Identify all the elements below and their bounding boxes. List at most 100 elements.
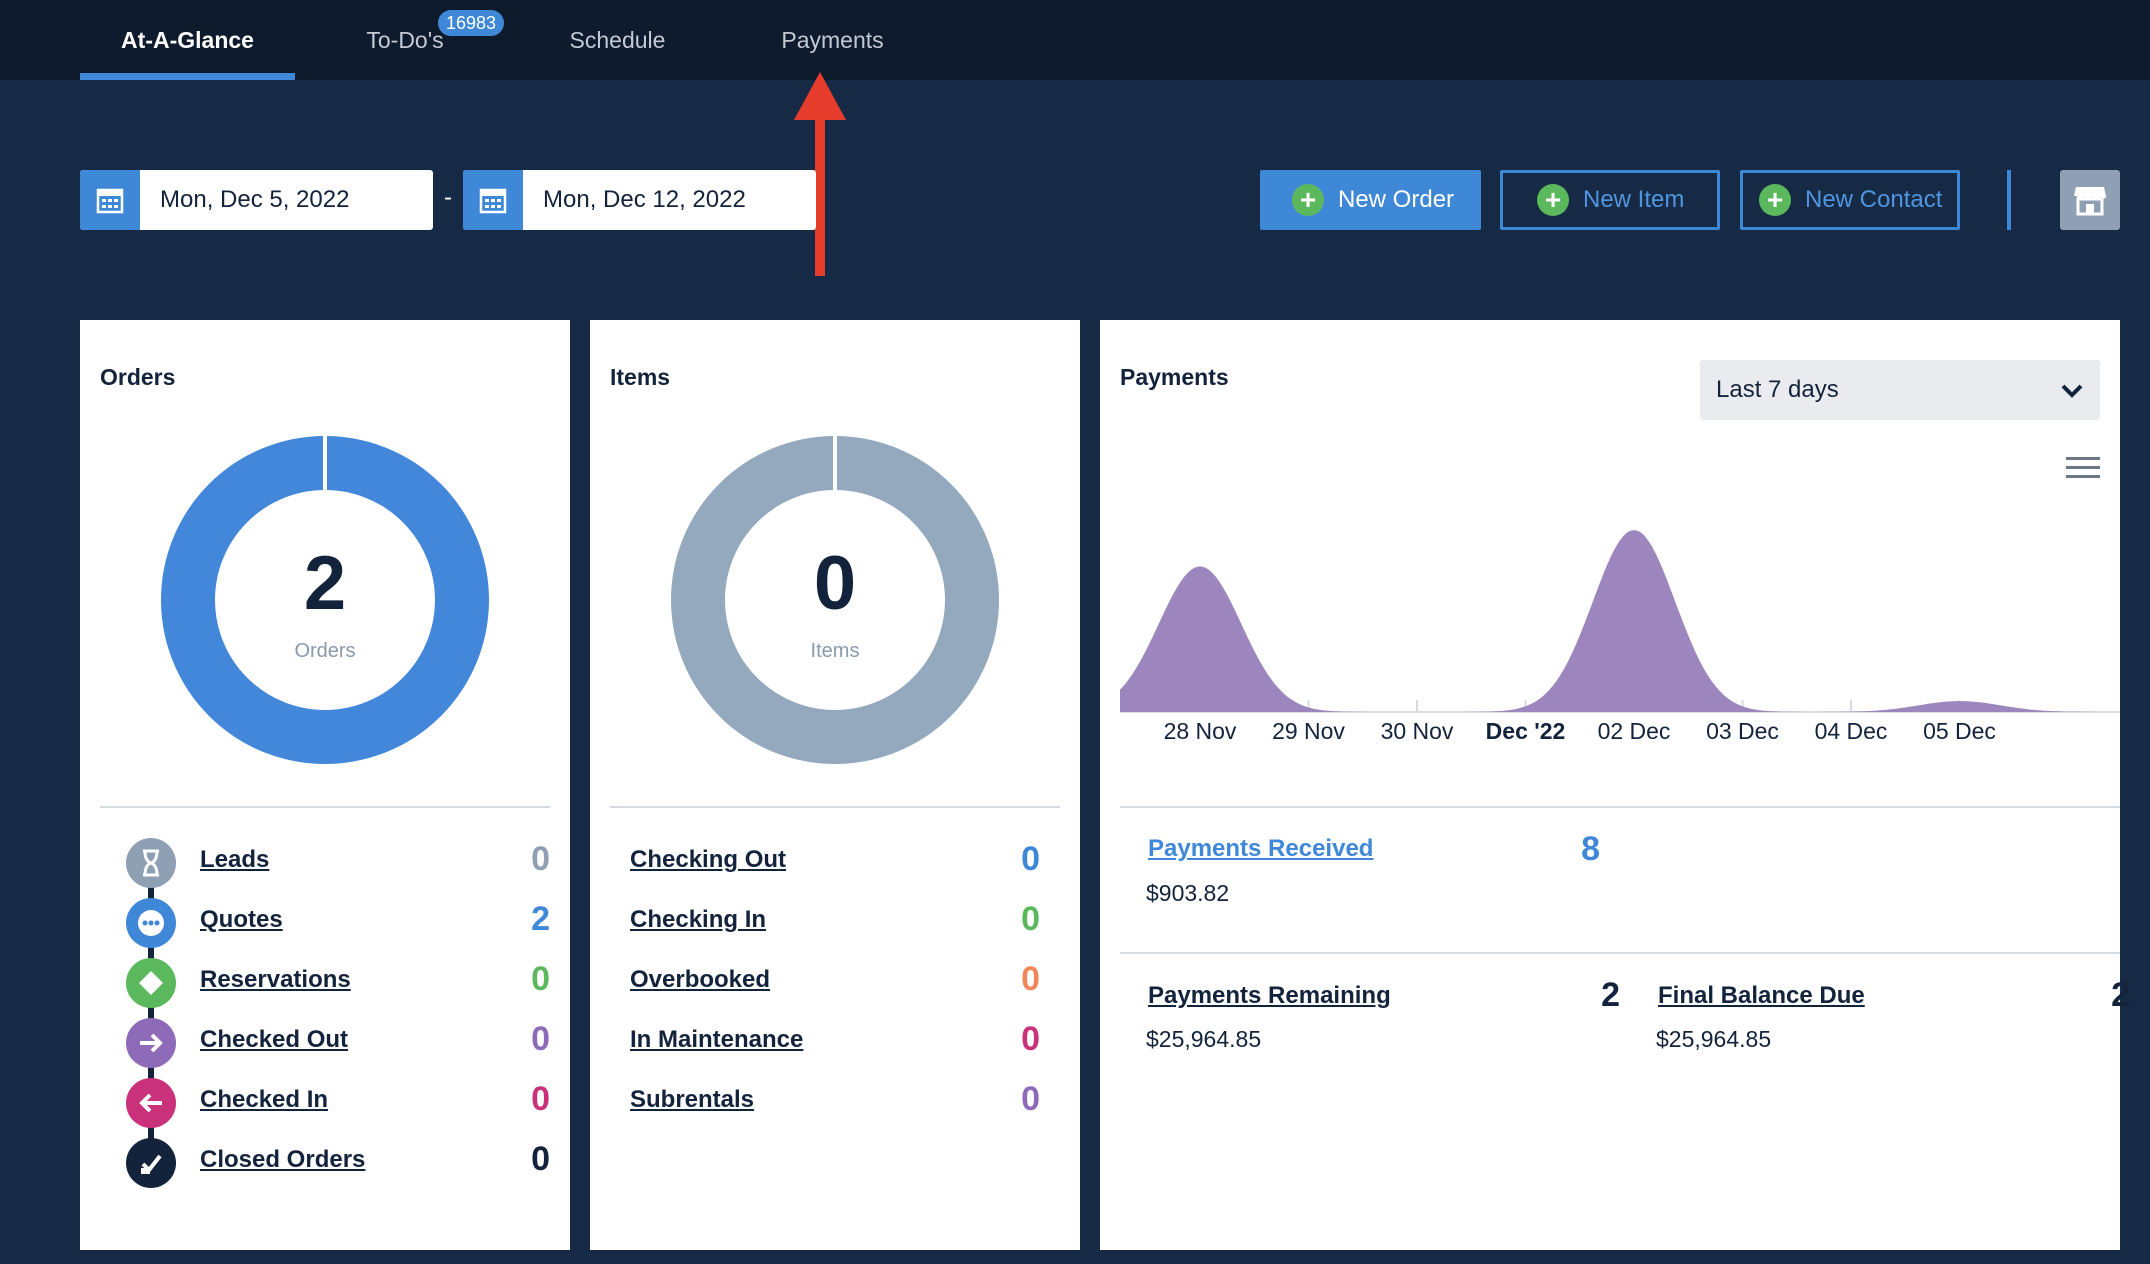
quote-icon bbox=[126, 898, 176, 948]
tab-todos-label: To-Do's bbox=[366, 26, 444, 53]
subrentals-count: 0 bbox=[1021, 1080, 1040, 1118]
new-order-button[interactable]: + New Order bbox=[1260, 170, 1481, 230]
start-date-value[interactable]: Mon, Dec 5, 2022 bbox=[160, 186, 350, 213]
x-tick-label: 30 Nov bbox=[1380, 718, 1454, 744]
payments-area-chart bbox=[1120, 530, 2120, 713]
tab-todos[interactable]: To-Do's bbox=[340, 0, 470, 80]
tab-payments[interactable]: Payments bbox=[781, 26, 884, 53]
leads-count: 0 bbox=[531, 840, 550, 878]
tab-at-a-glance[interactable]: At-A-Glance bbox=[80, 0, 295, 80]
reservations-link[interactable]: Reservations bbox=[200, 966, 351, 993]
checking-in-link[interactable]: Checking In bbox=[630, 906, 767, 933]
x-tick-label: 05 Dec bbox=[1923, 718, 1996, 744]
payments-remaining-link[interactable]: Payments Remaining bbox=[1148, 982, 1391, 1009]
arrow-right-icon bbox=[126, 1018, 176, 1068]
todos-count-badge: 16983 bbox=[438, 10, 505, 36]
x-tick-label: 29 Nov bbox=[1272, 718, 1345, 744]
x-tick-label: 02 Dec bbox=[1597, 718, 1671, 744]
x-tick-label: Dec '22 bbox=[1485, 718, 1566, 744]
final-balance-amount: $25,964.85 bbox=[1656, 1026, 1772, 1052]
hourglass-icon bbox=[126, 838, 176, 888]
storefront-button[interactable] bbox=[2060, 170, 2120, 230]
new-item-button[interactable]: + New Item bbox=[1500, 170, 1720, 230]
orders-total: 2 bbox=[303, 541, 347, 626]
in-maintenance-link[interactable]: In Maintenance bbox=[630, 1026, 804, 1053]
new-order-label: New Order bbox=[1338, 186, 1455, 213]
item-row-subrentals[interactable]: Subrentals bbox=[630, 1080, 754, 1120]
top-nav: At-A-Glance To-Do's 16983 Schedule Payme… bbox=[0, 0, 2150, 80]
tab-schedule[interactable]: Schedule bbox=[569, 26, 666, 53]
stat-row-checked-in[interactable]: Checked In bbox=[200, 1080, 328, 1120]
stat-row-checked-out[interactable]: Checked Out bbox=[200, 1020, 348, 1060]
plus-icon: + bbox=[1759, 184, 1791, 216]
payments-remaining-amount: $25,964.85 bbox=[1146, 1026, 1262, 1052]
items-total-label: Items bbox=[810, 640, 860, 662]
checking-out-link[interactable]: Checking Out bbox=[630, 846, 787, 873]
date-separator: - bbox=[444, 184, 452, 211]
checked-out-link[interactable]: Checked Out bbox=[200, 1026, 349, 1053]
payments-area-series bbox=[1120, 530, 2120, 712]
new-contact-button[interactable]: + New Contact bbox=[1740, 170, 1960, 230]
payments-remaining-count: 2 bbox=[1601, 976, 1620, 1014]
end-date-picker[interactable]: Mon, Dec 12, 2022 bbox=[463, 170, 816, 230]
end-date-value[interactable]: Mon, Dec 12, 2022 bbox=[543, 186, 746, 213]
payments-divider-2 bbox=[1120, 952, 2120, 954]
leads-link[interactable]: Leads bbox=[200, 846, 270, 873]
stat-row-quotes[interactable]: Quotes bbox=[200, 900, 283, 940]
payments-title: Payments bbox=[1120, 364, 1229, 390]
final-balance-link[interactable]: Final Balance Due bbox=[1658, 982, 1865, 1009]
items-card: Items 0 Items Checking Out 0 Checking In… bbox=[590, 320, 1080, 1250]
chart-menu-icon[interactable] bbox=[2066, 457, 2100, 481]
closed-icon bbox=[126, 1138, 176, 1188]
range-select[interactable]: Last 7 days bbox=[1700, 360, 2100, 420]
x-tick-label: 04 Dec bbox=[1814, 718, 1888, 744]
overbooked-count: 0 bbox=[1021, 960, 1040, 998]
final-balance-count: 2 bbox=[2111, 976, 2130, 1014]
orders-donut-chart bbox=[161, 435, 489, 764]
stat-row-reservations[interactable]: Reservations bbox=[200, 960, 351, 1000]
item-row-overbooked[interactable]: Overbooked bbox=[630, 960, 770, 1000]
checked-in-count: 0 bbox=[531, 1080, 550, 1118]
payments-divider-1 bbox=[1120, 806, 2120, 808]
subrentals-link[interactable]: Subrentals bbox=[630, 1086, 755, 1113]
calendar-icon[interactable] bbox=[463, 170, 523, 230]
toolbar-divider bbox=[2007, 170, 2011, 230]
new-contact-label: New Contact bbox=[1805, 186, 1943, 213]
checking-in-count: 0 bbox=[1021, 900, 1040, 938]
tag-icon bbox=[126, 958, 176, 1008]
quotes-count: 2 bbox=[531, 900, 550, 938]
orders-divider bbox=[100, 806, 550, 808]
payments-card: Payments Last 7 days 28 Nov 29 Nov 30 Nov D… bbox=[1100, 320, 2130, 1250]
x-tick-label: 03 Dec bbox=[1706, 718, 1779, 744]
new-item-label: New Item bbox=[1583, 186, 1685, 213]
chevron-down-icon bbox=[2061, 384, 2083, 398]
stat-row-leads[interactable]: Leads bbox=[200, 840, 269, 880]
plus-icon: + bbox=[1537, 184, 1569, 216]
items-donut-chart bbox=[671, 435, 999, 764]
items-total: 0 bbox=[813, 541, 857, 626]
checked-out-count: 0 bbox=[531, 1020, 550, 1058]
payments-received-link[interactable]: Payments Received bbox=[1148, 835, 1374, 862]
in-maintenance-count: 0 bbox=[1021, 1020, 1040, 1058]
item-row-checking-out[interactable]: Checking Out bbox=[630, 840, 786, 880]
payments-received-count: 8 bbox=[1581, 830, 1600, 868]
closed-orders-link[interactable]: Closed Orders bbox=[200, 1146, 366, 1173]
annotation-arrow-icon bbox=[794, 72, 846, 276]
arrow-left-icon bbox=[126, 1078, 176, 1128]
orders-total-label: Orders bbox=[294, 640, 356, 662]
start-date-picker[interactable]: Mon, Dec 5, 2022 bbox=[80, 170, 433, 230]
stat-row-closed-orders[interactable]: Closed Orders bbox=[200, 1140, 365, 1180]
orders-title: Orders bbox=[100, 364, 176, 390]
item-row-in-maintenance[interactable]: In Maintenance bbox=[630, 1020, 803, 1060]
reservations-count: 0 bbox=[531, 960, 550, 998]
calendar-icon[interactable] bbox=[80, 170, 140, 230]
items-title: Items bbox=[610, 364, 671, 390]
checked-in-link[interactable]: Checked In bbox=[200, 1086, 329, 1113]
store-icon bbox=[2074, 187, 2107, 216]
item-row-checking-in[interactable]: Checking In bbox=[630, 900, 766, 940]
x-tick-label: 28 Nov bbox=[1163, 718, 1237, 744]
plus-icon: + bbox=[1292, 184, 1324, 216]
quotes-link[interactable]: Quotes bbox=[200, 906, 283, 933]
overbooked-link[interactable]: Overbooked bbox=[630, 966, 771, 993]
range-select-value: Last 7 days bbox=[1716, 376, 1839, 403]
